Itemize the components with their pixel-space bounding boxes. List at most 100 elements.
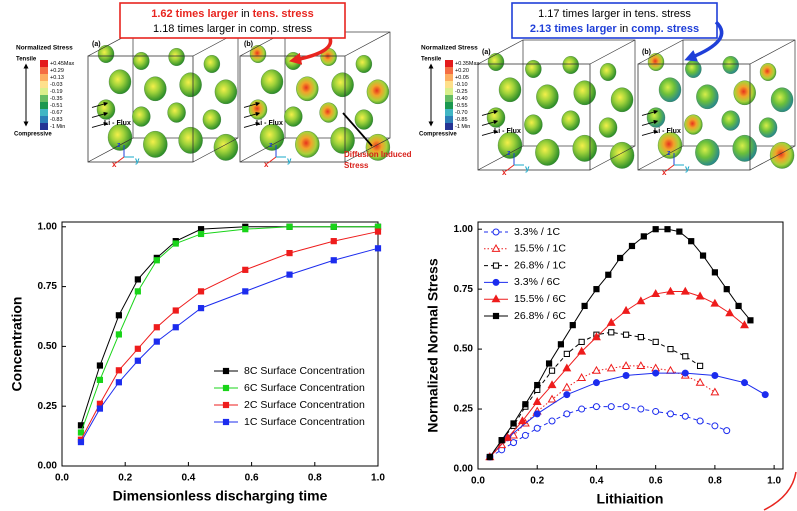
flux-label: Li - Flux	[654, 128, 681, 135]
colorbar-swatch	[40, 123, 48, 130]
particle	[143, 131, 167, 157]
colorbar-label: -0.67	[50, 110, 63, 116]
particle	[760, 63, 776, 81]
marker	[116, 380, 121, 385]
marker	[623, 332, 628, 337]
particle	[723, 56, 739, 74]
particle	[284, 107, 302, 127]
x-tick-label: 0.4	[589, 476, 603, 487]
marker	[668, 346, 673, 351]
particle	[574, 81, 596, 105]
callout-line: 1.17 times larger in tens. stress	[538, 8, 691, 20]
particle	[696, 85, 718, 109]
panel-label: (b)	[642, 49, 651, 56]
colorbar-label: -0.10	[455, 82, 468, 88]
particle	[733, 135, 757, 161]
marker	[579, 406, 585, 412]
marker	[582, 303, 587, 308]
marker	[173, 241, 178, 246]
colorbar-swatch	[445, 109, 453, 116]
colorbar-label: +0.35Max	[455, 61, 480, 67]
marker	[523, 402, 528, 407]
marker	[154, 339, 159, 344]
colorbar-swatch	[445, 74, 453, 81]
axis-y-label: y	[525, 164, 530, 173]
axis-x-label: x	[112, 160, 117, 169]
marker	[638, 335, 643, 340]
marker	[78, 430, 83, 435]
y-tick-label: 0.00	[38, 461, 58, 472]
particle	[215, 80, 237, 104]
marker	[665, 227, 670, 232]
colorbar-swatch	[445, 88, 453, 95]
colorbar-label: +0.13	[50, 75, 64, 81]
marker	[154, 258, 159, 263]
legend-label: 1C Surface Concentration	[244, 416, 365, 428]
legend-label: 26.8% / 1C	[514, 259, 566, 271]
particle	[168, 103, 186, 123]
particle	[771, 88, 793, 112]
particle	[685, 60, 701, 78]
particle	[562, 111, 580, 131]
marker	[653, 408, 659, 414]
marker	[223, 419, 228, 424]
callout-text: 1.62 times larger	[151, 8, 239, 20]
particle	[525, 60, 541, 78]
marker	[564, 351, 569, 356]
marker	[493, 313, 498, 318]
y-tick-label: 0.75	[454, 284, 474, 295]
particle	[356, 55, 372, 73]
marker	[331, 258, 336, 263]
marker	[243, 267, 248, 272]
particle	[320, 103, 338, 123]
marker	[135, 358, 140, 363]
marker	[564, 411, 570, 417]
marker	[593, 404, 599, 410]
x-tick-label: 1.0	[371, 473, 385, 484]
marker	[173, 308, 178, 313]
colorbar-label: -1 Min	[455, 124, 470, 130]
particle	[759, 118, 777, 138]
colorbar-swatch	[445, 123, 453, 130]
particle	[599, 118, 617, 138]
colorbar-label: +0.45Max	[50, 61, 75, 67]
legend-label: 15.5% / 1C	[514, 243, 566, 255]
colorbar-label: -0.03	[50, 82, 63, 88]
marker	[331, 239, 336, 244]
colorbar-label: -0.83	[50, 117, 63, 123]
marker	[223, 368, 228, 373]
particle	[332, 73, 354, 97]
axis-x-label: x	[264, 160, 269, 169]
marker	[287, 272, 292, 277]
colorbar-swatch	[40, 95, 48, 102]
x-tick-label: 0.6	[649, 476, 663, 487]
particle	[611, 88, 633, 112]
marker	[697, 363, 702, 368]
y-tick-label: 1.00	[38, 221, 58, 232]
marker	[724, 428, 730, 434]
particle	[144, 77, 166, 101]
particle	[722, 111, 740, 131]
marker	[97, 377, 102, 382]
panel-label: (a)	[482, 49, 491, 56]
particle	[535, 139, 559, 165]
colorbar-label: -0.85	[455, 117, 468, 123]
marker	[712, 270, 717, 275]
colorbar-label: +0.20	[455, 68, 469, 74]
annotation: Diffusion Induced	[344, 150, 412, 159]
particle	[487, 108, 505, 128]
particle	[355, 110, 373, 130]
marker	[623, 404, 629, 410]
particle	[132, 107, 150, 127]
marker	[198, 289, 203, 294]
callout-text: in	[241, 8, 250, 20]
flux-label: Li - Flux	[104, 120, 131, 127]
marker	[609, 330, 614, 335]
particle	[367, 80, 389, 104]
x-tick-label: 0.2	[118, 473, 132, 484]
marker	[493, 279, 499, 285]
marker	[522, 432, 528, 438]
particle	[179, 127, 203, 153]
colorbar-swatch	[445, 95, 453, 102]
y-axis-title: Concentration	[9, 297, 25, 392]
